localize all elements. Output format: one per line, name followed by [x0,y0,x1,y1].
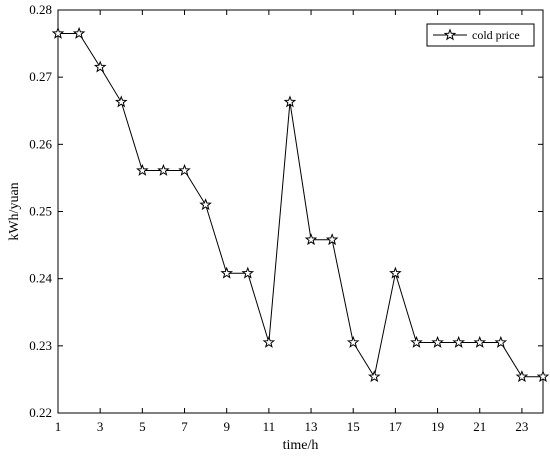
x-tick-label: 15 [347,419,360,434]
data-point-star [494,335,508,348]
x-tick-label: 13 [305,419,318,434]
data-point-star [431,335,444,348]
legend-box [426,23,535,47]
x-tick-label: 19 [431,419,444,434]
data-point-star [304,233,318,246]
x-tick-label: 1 [55,419,62,434]
data-point-star [473,335,487,348]
data-point-star [283,95,297,108]
data-point-star [220,266,233,279]
y-tick-label: 0.22 [29,405,52,420]
legend-marker-star [443,28,457,41]
data-point-star [178,163,191,176]
x-tick-label: 9 [223,419,230,434]
data-point-star [410,335,423,348]
data-point-star [93,60,107,73]
data-point-star [136,163,149,176]
y-tick-label: 0.28 [29,2,52,17]
x-tick-label: 3 [97,419,104,434]
series-line [58,33,543,379]
y-axis-label: kWh/yuan [7,182,22,240]
data-point-star [241,266,255,279]
y-tick-label: 0.24 [29,271,52,286]
data-point-star [199,198,212,211]
data-point-star [157,163,170,176]
data-point-star [114,95,128,108]
data-point-star [452,335,465,348]
x-tick-label: 7 [181,419,188,434]
y-tick-label: 0.25 [29,204,52,219]
data-point-star [325,233,339,246]
axes: 1 3 5 7 9 11 13 15 17 19 21 230.220.230.240.250.260… [29,2,544,434]
series-layer [51,26,550,383]
legend-label: cold price [472,28,520,42]
data-point-star [262,335,276,348]
x-axis-label: time/h [283,438,319,453]
data-point-star [389,266,402,279]
y-tick-label: 0.23 [29,338,52,353]
plot-frame [57,9,544,414]
data-point-star [72,26,86,39]
data-point-star [368,370,381,383]
x-tick-label: 11 [263,419,276,434]
data-point-star [515,370,529,383]
y-tick-label: 0.26 [29,136,52,151]
data-point-star [346,335,360,348]
x-tick-label: 5 [139,419,146,434]
y-tick-label: 0.27 [29,69,52,84]
x-tick-label: 17 [389,419,403,434]
x-tick-label: 23 [515,419,528,434]
legend: cold price [426,23,535,47]
data-point-star [51,26,65,39]
x-tick-label: 21 [473,419,486,434]
data-point-star [536,370,550,383]
